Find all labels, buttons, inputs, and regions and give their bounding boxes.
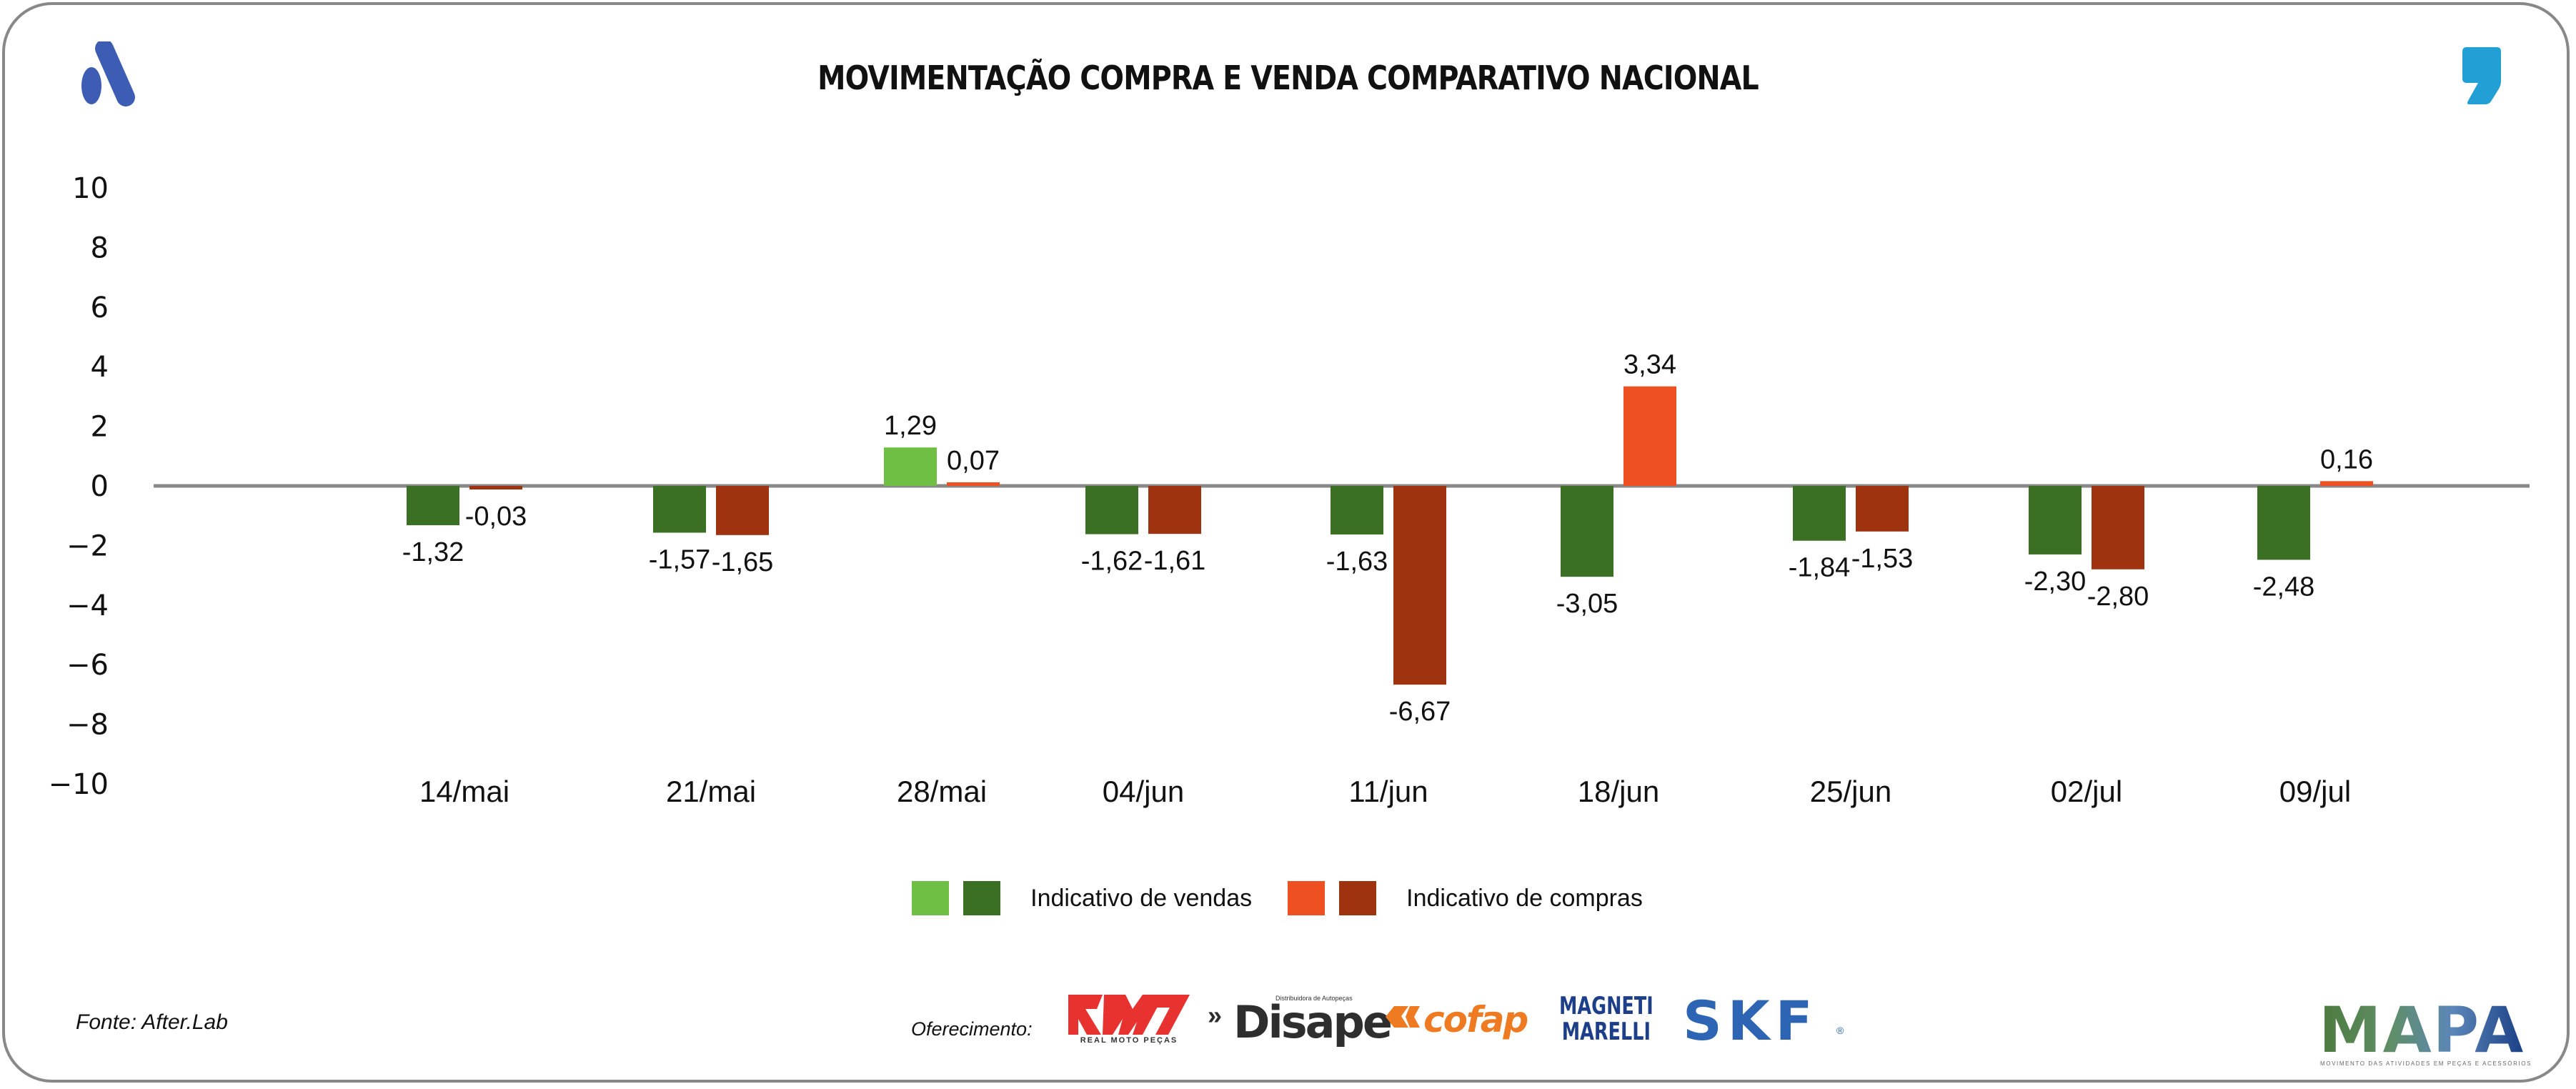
bar-purchases[interactable] [1148,486,1201,534]
cofap-x-icon [1386,1006,1420,1028]
bar-purchases[interactable] [2320,481,2373,486]
disape-subtitle: Distribuidora de Autopeças [1275,995,1353,1002]
bar-purchases[interactable] [947,482,1000,486]
x-tick-label: 11/jun [1348,775,1428,808]
legend-swatch-sales-negative [963,881,1001,915]
sponsor-label: Oferecimento: [911,1018,1033,1040]
y-tick-label: −2 [66,529,109,562]
bar-purchases[interactable] [1623,386,1676,486]
y-tick-label: 8 [91,232,109,264]
value-label-sales: 1,29 [884,411,937,441]
x-tick-label: 04/jun [1103,775,1184,808]
bar-sales[interactable] [2029,486,2082,555]
bar-sales[interactable] [2257,486,2310,560]
legend-label-purchases: Indicativo de compras [1406,884,1643,912]
y-tick-label: 0 [91,470,109,503]
legend-item-purchases[interactable]: Indicativo de compras [1288,881,1664,915]
value-label-sales: -2,48 [2253,572,2315,602]
x-tick-label: 14/mai [419,775,509,808]
legend-swatch-sales-positive [912,881,950,915]
y-tick-label: −10 [49,768,109,801]
value-label-purchases: 0,16 [2320,444,2373,474]
rmp-subtitle: REAL MOTO PEÇAS [1080,1036,1178,1045]
bar-sales[interactable] [1085,486,1138,534]
bars [407,386,2373,685]
value-label-sales: -1,62 [1081,547,1143,577]
x-tick-label: 02/jul [2051,775,2122,808]
value-label-sales: -3,05 [1556,589,1618,619]
value-label-sales: -2,30 [2024,567,2087,597]
mapa-wordmark: MAPA [2319,993,2525,1067]
sponsor-logo-skf: SKF ® [1683,989,1851,1053]
y-axis-ticks: 10 8 6 4 2 0 −2 −4 −6 −8 −10 [49,172,109,801]
x-tick-label: 28/mai [897,775,987,808]
bar-sales[interactable] [1561,486,1613,577]
sponsor-logo-magneti-marelli: MAGNETI MARELLI [1549,993,1664,1050]
cofap-wordmark: cofap [1423,999,1528,1040]
marelli-line-2: MARELLI [1561,1018,1651,1046]
legend-swatch-purchases-positive [1288,881,1326,915]
y-tick-label: 2 [91,411,109,444]
y-tick-label: −8 [66,709,109,742]
sponsor-logo-cofap: cofap [1384,998,1534,1045]
mapa-logo: MAPA MOVIMENTO DAS ATIVIDADES EM PEÇAS E… [2319,993,2530,1070]
value-labels: -1,32-0,03 -1,57 -1,65 1,29 0,07 -1,62 -1,61 -1… [402,350,2373,727]
y-tick-label: −6 [66,649,109,682]
legend: Indicativo de vendas Indicativo de compr… [0,881,2576,915]
bar-purchases[interactable] [2092,486,2144,570]
chart-title: MOVIMENTAÇÃO COMPRA E VENDA COMPARATIVO … [817,59,1759,97]
x-tick-label: 18/jun [1578,775,1659,808]
value-label-purchases: -1,61 [1144,546,1206,576]
y-tick-label: 10 [72,172,109,205]
bar-purchases[interactable] [469,486,522,489]
bar-sales[interactable] [1793,486,1846,541]
disape-arrows-icon: » [1208,1000,1223,1030]
y-tick-label: −4 [66,590,109,622]
bar-sales[interactable] [1331,486,1383,534]
x-tick-label: 25/jun [1810,775,1891,808]
value-label-purchases: -1,53 [1851,544,1914,574]
x-axis-labels: 14/mai 21/mai 28/mai 04/jun 11/jun 18/jun 25/j… [419,775,2351,808]
bar-purchases[interactable] [716,486,769,535]
brand-a-logo-icon [81,41,135,106]
bar-purchases[interactable] [1393,486,1446,685]
source-note: Fonte: After.Lab [76,1010,228,1034]
value-label-purchases: 3,34 [1623,350,1676,380]
value-label-sales: -1,84 [1789,553,1851,583]
legend-item-sales[interactable]: Indicativo de vendas [912,881,1273,915]
sponsor-logo-rmp: REAL MOTO PEÇAS [1068,993,1190,1050]
value-label-purchases: -0,03 [465,502,527,532]
value-label-sales: -1,57 [649,544,711,575]
value-label-purchases: -2,80 [2087,582,2149,612]
x-tick-label: 21/mai [666,775,756,808]
registered-mark-icon: ® [1836,1025,1844,1036]
y-tick-label: 4 [91,351,109,384]
mapa-subtitle: MOVIMENTO DAS ATIVIDADES EM PEÇAS E ACES… [2320,1060,2532,1067]
rmp-logo-icon [1068,995,1190,1035]
value-label-purchases: -6,67 [1389,697,1451,727]
disape-wordmark: Disape [1233,996,1393,1048]
bar-sales[interactable] [884,447,937,486]
value-label-sales: -1,63 [1326,547,1388,577]
value-label-purchases: -1,65 [712,547,774,577]
sponsor-logo-disape: » Disape Distribuidora de Autopeças [1208,993,1393,1048]
x-tick-label: 09/jul [2279,775,2351,808]
y-tick-label: 6 [91,292,109,324]
legend-swatch-purchases-negative [1339,881,1377,915]
bar-purchases[interactable] [1856,486,1909,532]
skf-wordmark: SKF [1683,989,1819,1053]
legend-label-sales: Indicativo de vendas [1030,884,1253,912]
bar-sales[interactable] [653,486,706,533]
value-label-purchases: 0,07 [947,446,1000,476]
value-label-sales: -1,32 [402,537,464,567]
bar-sales[interactable] [407,486,459,526]
marelli-line-1: MAGNETI [1559,992,1653,1020]
comma-logo-icon [2462,47,2501,104]
